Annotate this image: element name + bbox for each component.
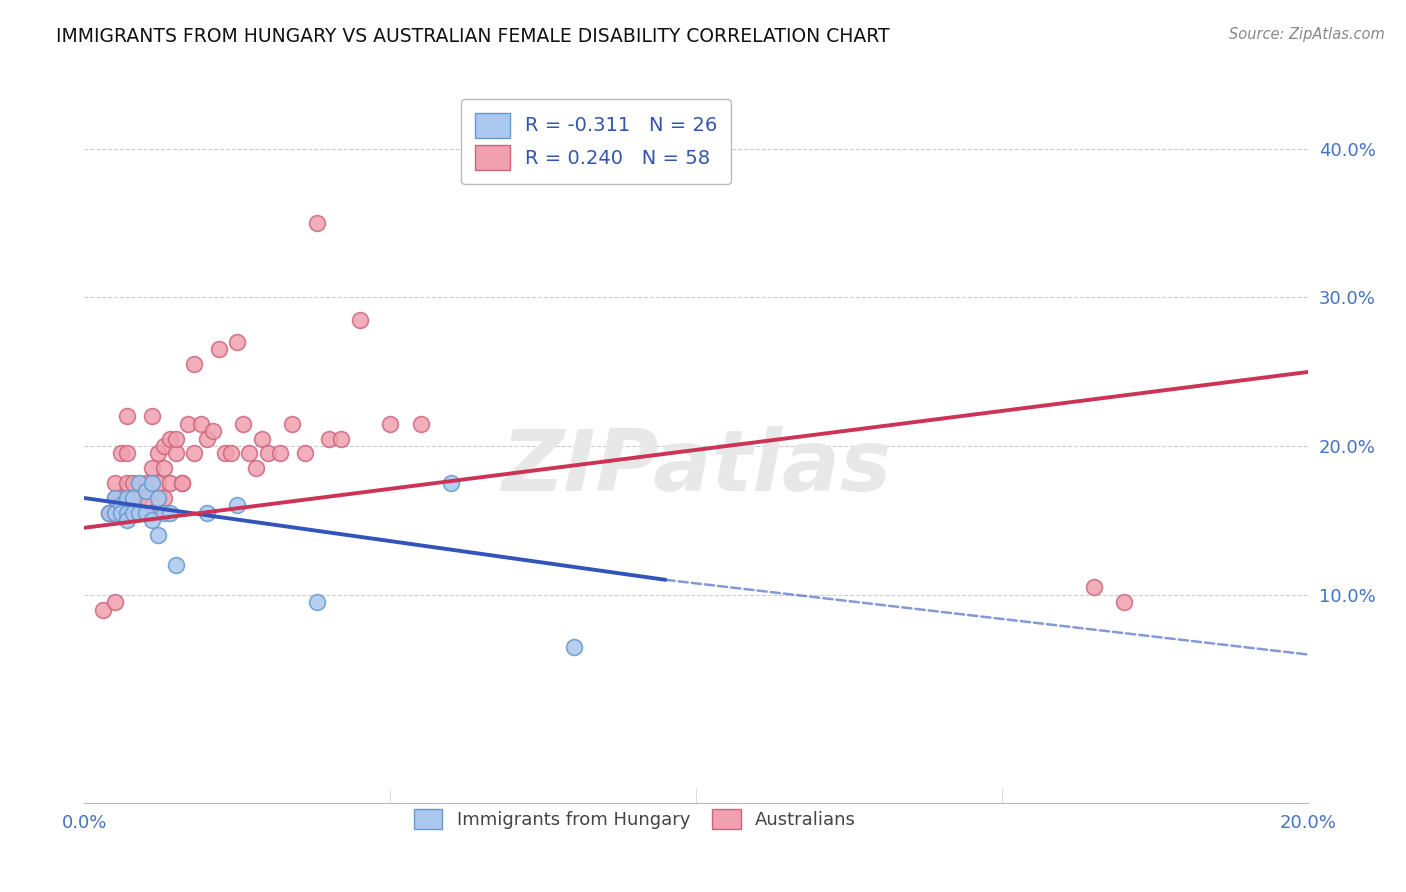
Point [257, 446, 280, 460]
Point [245, 461, 267, 475]
Point [159, 432, 181, 446]
Point [330, 432, 353, 446]
Point [1083, 580, 1105, 594]
Point [146, 491, 169, 505]
Point [226, 334, 249, 349]
Point [115, 506, 138, 520]
Point [159, 476, 181, 491]
Point [135, 506, 157, 520]
Point [165, 558, 187, 572]
Point [91, 602, 114, 616]
Point [195, 506, 218, 520]
Point [281, 417, 304, 431]
Point [141, 506, 163, 520]
Point [104, 476, 127, 491]
Point [232, 417, 254, 431]
Point [141, 476, 163, 491]
Point [226, 499, 249, 513]
Point [115, 491, 138, 505]
Point [115, 476, 138, 491]
Point [183, 357, 205, 371]
Point [201, 424, 224, 438]
Point [269, 446, 291, 460]
Point [305, 595, 328, 609]
Point [1114, 595, 1136, 609]
Point [128, 476, 150, 491]
Point [104, 491, 127, 505]
Point [153, 491, 176, 505]
Point [115, 409, 138, 424]
Point [97, 506, 120, 520]
Point [128, 491, 150, 505]
Point [110, 506, 132, 520]
Point [183, 446, 205, 460]
Point [115, 446, 138, 460]
Point [380, 417, 402, 431]
Point [305, 216, 328, 230]
Text: IMMIGRANTS FROM HUNGARY VS AUSTRALIAN FEMALE DISABILITY CORRELATION CHART: IMMIGRANTS FROM HUNGARY VS AUSTRALIAN FE… [56, 27, 890, 45]
Point [97, 506, 120, 520]
Point [349, 312, 371, 326]
Point [440, 476, 463, 491]
Point [409, 417, 432, 431]
Point [146, 446, 169, 460]
Point [110, 491, 132, 505]
Point [165, 446, 187, 460]
Point [195, 432, 218, 446]
Point [122, 491, 145, 505]
Point [165, 432, 187, 446]
Point [141, 461, 163, 475]
Legend: Immigrants from Hungary, Australians: Immigrants from Hungary, Australians [406, 801, 863, 837]
Point [172, 476, 194, 491]
Point [110, 446, 132, 460]
Point [110, 506, 132, 520]
Point [104, 595, 127, 609]
Point [153, 461, 176, 475]
Point [208, 343, 231, 357]
Point [146, 528, 169, 542]
Point [141, 513, 163, 527]
Point [104, 491, 127, 505]
Point [115, 513, 138, 527]
Text: Source: ZipAtlas.com: Source: ZipAtlas.com [1229, 27, 1385, 42]
Point [219, 446, 242, 460]
Point [159, 506, 181, 520]
Point [177, 417, 200, 431]
Point [135, 476, 157, 491]
Point [122, 499, 145, 513]
Point [562, 640, 585, 654]
Point [153, 439, 176, 453]
Point [172, 476, 194, 491]
Point [141, 409, 163, 424]
Point [110, 499, 132, 513]
Point [318, 432, 340, 446]
Point [122, 506, 145, 520]
Point [122, 506, 145, 520]
Point [128, 506, 150, 520]
Point [135, 483, 157, 498]
Point [153, 506, 176, 520]
Point [122, 476, 145, 491]
Point [128, 506, 150, 520]
Point [294, 446, 316, 460]
Point [146, 476, 169, 491]
Point [250, 432, 273, 446]
Text: ZIPatlas: ZIPatlas [501, 425, 891, 509]
Point [190, 417, 212, 431]
Point [135, 491, 157, 505]
Point [104, 506, 127, 520]
Point [238, 446, 260, 460]
Point [214, 446, 236, 460]
